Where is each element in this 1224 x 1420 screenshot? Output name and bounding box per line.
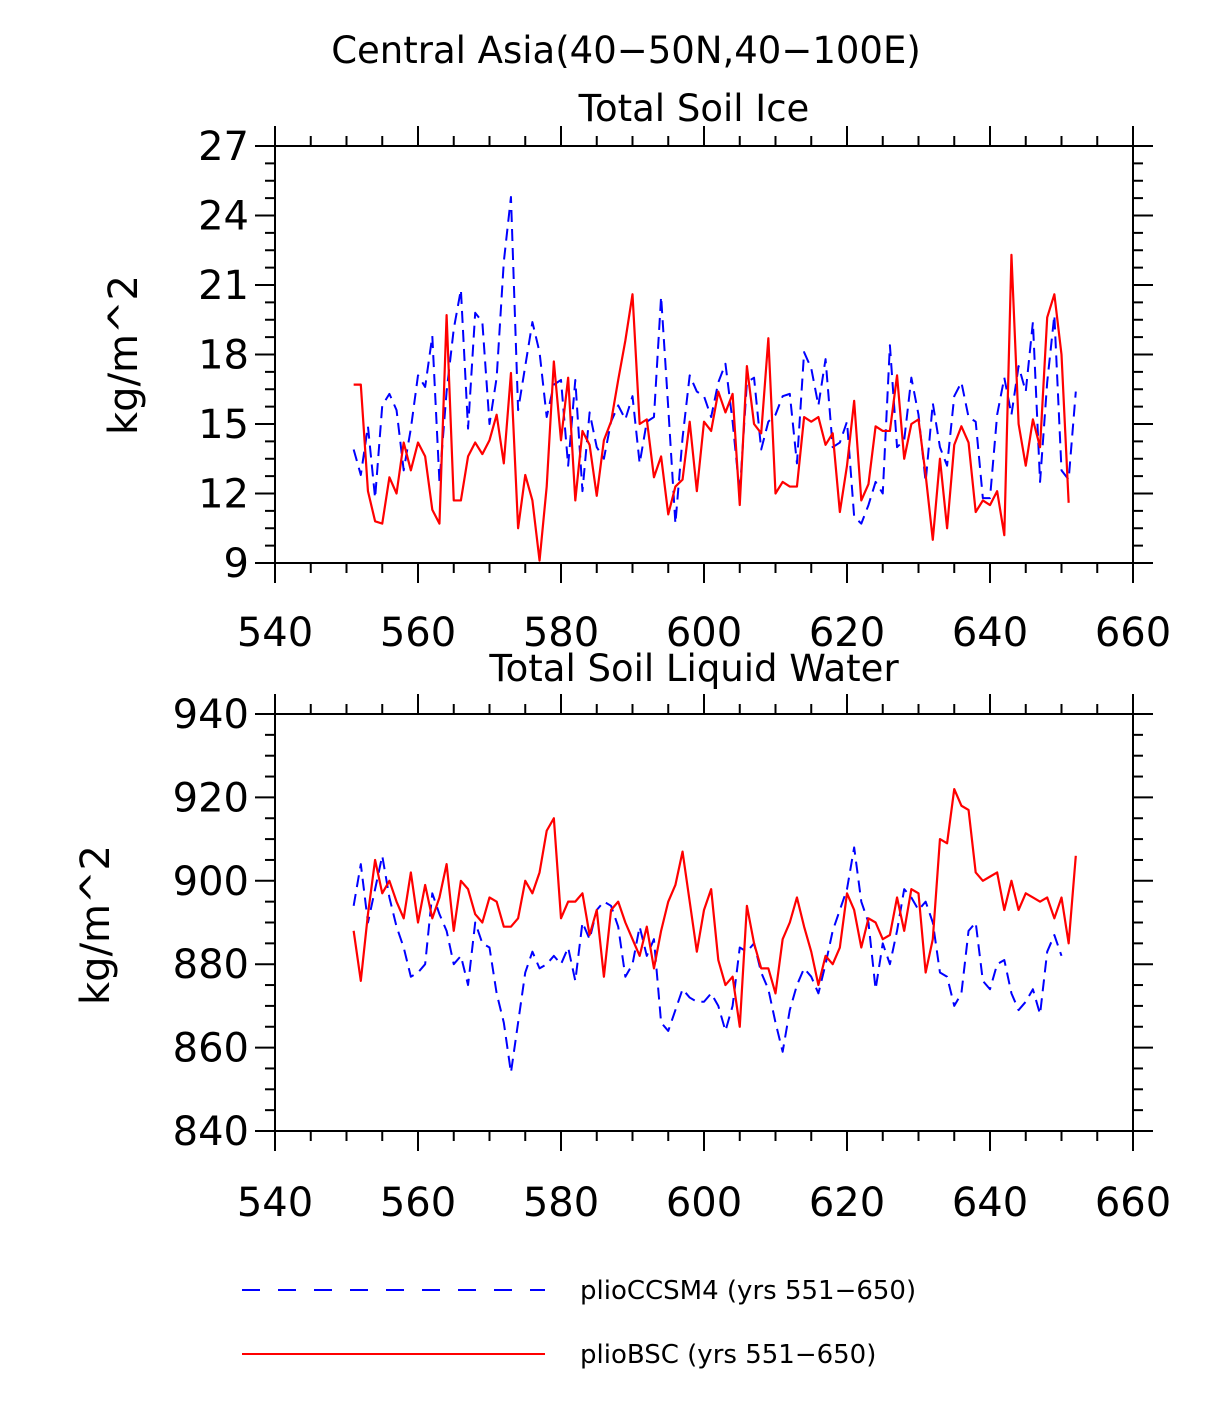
panel-1-ylabel: kg/m^2 (101, 275, 147, 435)
panel-2-frame (274, 713, 1134, 1132)
panel-soil-ice: Total Soil Ice kg/m^2 540 560 580 600 620 640… (101, 87, 1171, 656)
panel-1-xtick-label: 580 (523, 610, 599, 656)
panel-2-series-1-line (352, 846, 1063, 1074)
panel-1-ytick-label: 12 (198, 472, 249, 518)
panel-1-ytick-label: 24 (198, 194, 249, 240)
panel-2-ytick-label: 880 (173, 942, 249, 988)
panel-1-xtick-label: 540 (237, 610, 313, 656)
panel-1-xtick-label: 660 (1095, 610, 1171, 656)
panel-2-xtick-label: 580 (523, 1180, 599, 1226)
panel-1-xtick-label: 620 (809, 610, 885, 656)
legend-label-pliocsm4: plioCCSM4 (yrs 551−650) (580, 1276, 916, 1306)
panel-2-title: Total Soil Liquid Water (488, 647, 899, 690)
panel-2-ytick-label: 920 (173, 775, 249, 821)
panel-1-series-1-line (352, 195, 1077, 525)
panel-2-ytick-label: 840 (173, 1109, 249, 1155)
legend-label-pliobsc: plioBSC (yrs 551−650) (580, 1340, 876, 1370)
figure-title: Central Asia(40−50N,40−100E) (331, 29, 921, 72)
panel-2-plot: 540 560 580 600 620 640 660 840 860 880 900 920 940 (173, 692, 1172, 1226)
panel-2-ytick-label: 860 (173, 1026, 249, 1072)
panel-1-plot: 540 560 580 600 620 640 660 9 12 15 18 21 24 27 (198, 124, 1171, 656)
panel-1-xtick-label: 560 (380, 610, 456, 656)
panel-1-series-2-line (353, 253, 1070, 562)
panel-2-ytick-label: 940 (173, 692, 249, 738)
panel-2-ytick-label: 900 (173, 859, 249, 905)
panel-1-ytick-label: 9 (224, 541, 249, 587)
panel-2-xtick-label: 540 (237, 1180, 313, 1226)
panel-1-xtick-label: 640 (952, 610, 1028, 656)
panel-1-xtick-label: 600 (666, 610, 742, 656)
panel-2-series-2-line (352, 787, 1077, 1028)
panel-soil-liquid-water: Total Soil Liquid Water kg/m^2 540 560 580… (73, 647, 1171, 1226)
panel-2-xtick-label: 560 (380, 1180, 456, 1226)
panel-2-xtick-label: 600 (666, 1180, 742, 1226)
panel-1-ytick-label: 15 (198, 402, 249, 448)
panel-2-xtick-label: 640 (952, 1180, 1028, 1226)
panel-1-title: Total Soil Ice (578, 87, 810, 130)
panel-1-ytick-label: 27 (198, 124, 249, 170)
panel-2-xtick-label: 660 (1095, 1180, 1171, 1226)
panel-2-ylabel: kg/m^2 (73, 845, 119, 1005)
panel-1-ytick-label: 18 (198, 333, 249, 379)
legend: plioCCSM4 (yrs 551−650) plioBSC (yrs 551… (242, 1276, 916, 1370)
panel-2-xtick-label: 620 (809, 1180, 885, 1226)
panel-1-ytick-label: 21 (198, 263, 249, 309)
